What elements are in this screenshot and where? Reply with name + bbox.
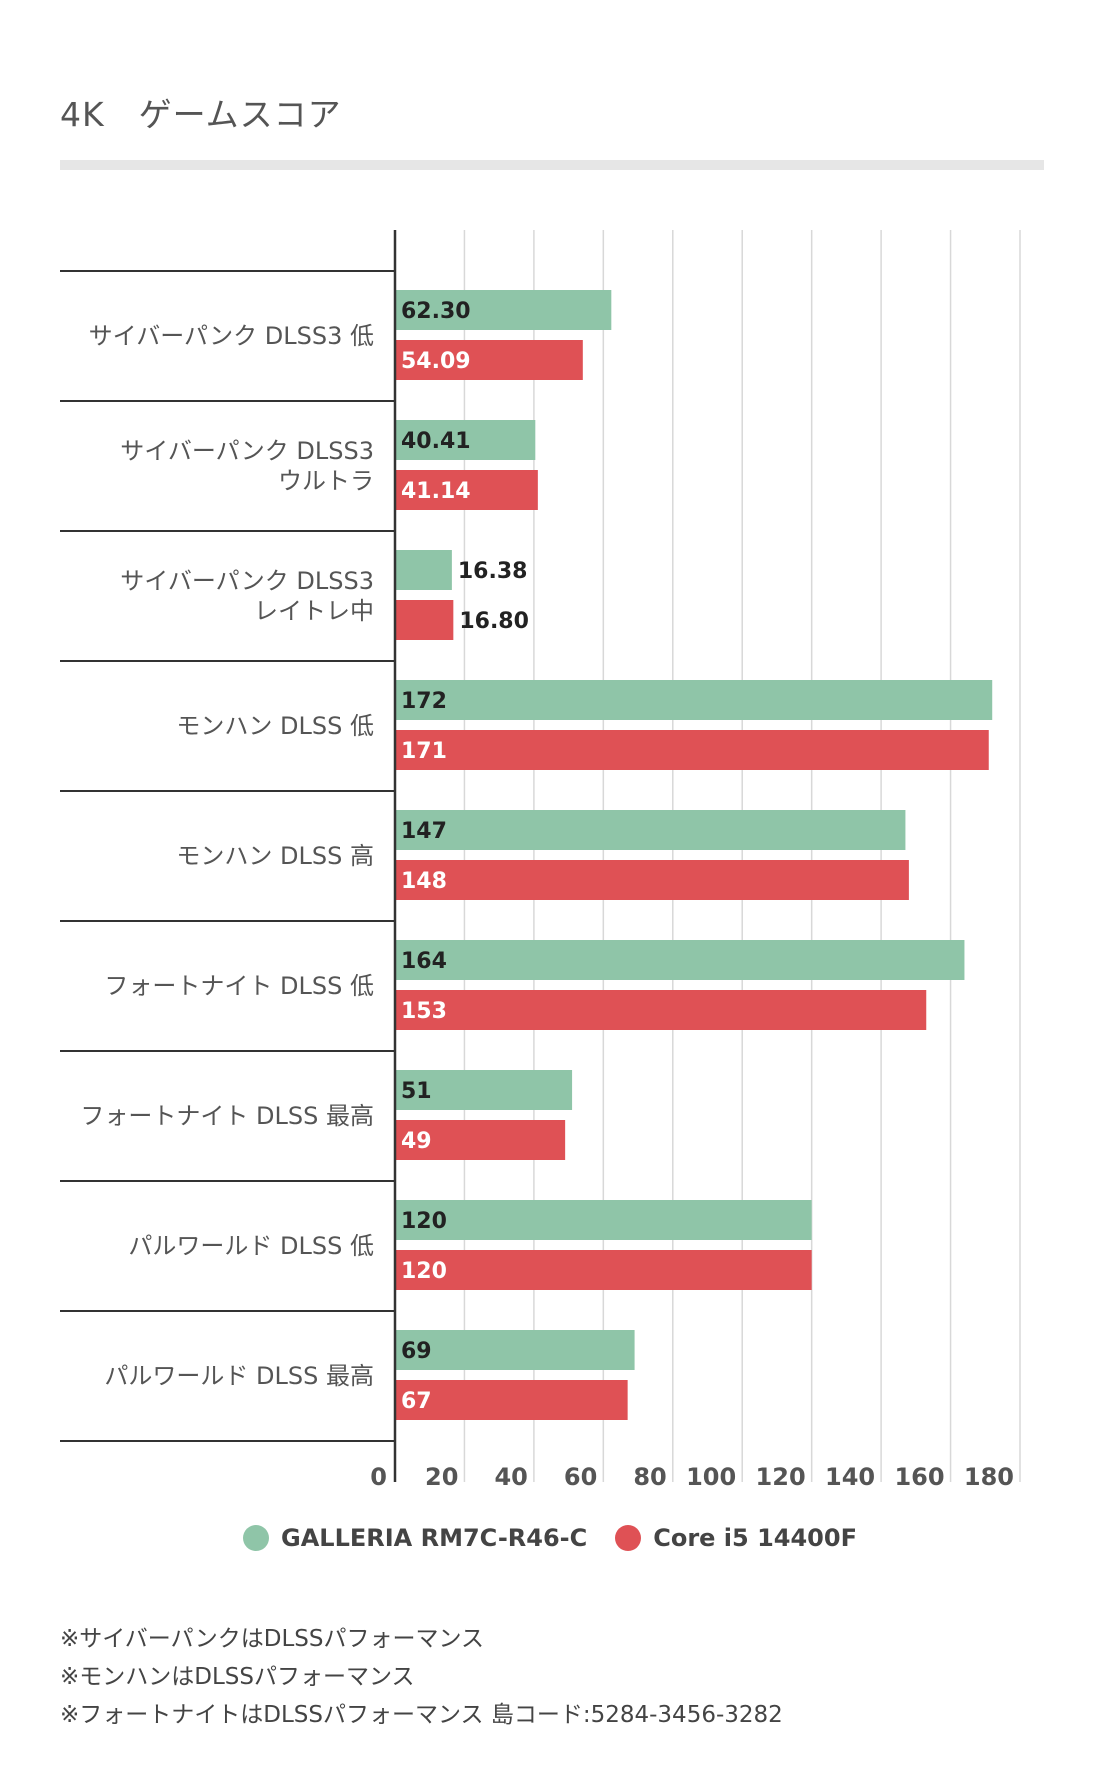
bar <box>395 810 906 850</box>
legend-item-galleria: GALLERIA RM7C-R46-C <box>243 1524 587 1552</box>
bar <box>395 680 993 720</box>
legend-label-core-i5: Core i5 14400F <box>653 1524 857 1552</box>
footnotes: ※サイバーパンクはDLSSパフォーマンス ※モンハンはDLSSパフォーマンス ※… <box>60 1620 783 1734</box>
x-tick-label: 140 <box>825 1463 875 1491</box>
category-label: フォートナイト DLSS 最高 <box>80 1102 374 1130</box>
legend-swatch-core-i5 <box>615 1525 642 1551</box>
x-tick-label: 180 <box>964 1463 1014 1491</box>
x-tick-label: 100 <box>686 1463 736 1491</box>
legend-swatch-galleria <box>243 1525 269 1551</box>
bar <box>395 1250 812 1290</box>
bar <box>395 1070 573 1110</box>
category-label: モンハン DLSS 高 <box>176 842 374 870</box>
category-label: フォートナイト DLSS 低 <box>104 972 374 1000</box>
data-label: 41.14 <box>401 479 471 504</box>
category-label: サイバーパンク DLSS3 <box>120 437 374 465</box>
legend-item-core-i5: Core i5 14400F <box>615 1524 857 1552</box>
data-label: 16.80 <box>459 609 529 634</box>
chart-title: 4K ゲームスコア <box>60 95 342 134</box>
x-tick-label: 0 <box>370 1463 387 1491</box>
legend: GALLERIA RM7C-R46-C Core i5 14400F <box>0 1524 1100 1552</box>
data-label: 40.41 <box>401 429 471 454</box>
x-tick-label: 160 <box>894 1463 944 1491</box>
x-tick-label: 120 <box>756 1463 806 1491</box>
data-label: 164 <box>401 949 447 974</box>
data-label: 147 <box>401 819 447 844</box>
data-label: 49 <box>401 1129 432 1154</box>
category-label: サイバーパンク DLSS3 低 <box>89 322 374 350</box>
data-label: 153 <box>401 999 447 1024</box>
footnote: ※フォートナイトはDLSSパフォーマンス 島コード:5284-3456-3282 <box>60 1702 783 1728</box>
data-label: 148 <box>401 869 447 894</box>
bar <box>395 940 965 980</box>
bar <box>395 1120 566 1160</box>
bar <box>395 1200 812 1240</box>
category-label: ウルトラ <box>278 467 374 495</box>
category-label: パルワールド DLSS 低 <box>128 1232 374 1260</box>
category-label: レイトレ中 <box>254 597 374 625</box>
bar <box>395 860 909 900</box>
x-tick-label: 80 <box>633 1463 666 1491</box>
category-label: モンハン DLSS 低 <box>176 712 374 740</box>
data-label: 16.38 <box>458 559 528 584</box>
x-tick-label: 20 <box>425 1463 458 1491</box>
data-label: 69 <box>401 1339 432 1364</box>
category-label: サイバーパンク DLSS3 <box>120 567 374 595</box>
bar <box>395 340 583 380</box>
title-divider <box>60 160 1044 170</box>
data-label: 120 <box>401 1259 447 1284</box>
data-label: 172 <box>401 689 447 714</box>
bar <box>395 550 452 590</box>
bar <box>395 600 454 640</box>
legend-label-galleria: GALLERIA RM7C-R46-C <box>281 1524 588 1552</box>
category-label: パルワールド DLSS 最高 <box>104 1362 374 1390</box>
data-label: 51 <box>401 1079 432 1104</box>
bar <box>395 990 927 1030</box>
bar <box>395 420 536 460</box>
data-label: 67 <box>401 1389 432 1414</box>
data-label: 62.30 <box>401 299 471 324</box>
bar <box>395 470 538 510</box>
bar <box>395 1330 635 1370</box>
bar <box>395 290 612 330</box>
data-label: 120 <box>401 1209 447 1234</box>
bar <box>395 730 989 770</box>
footnote: ※サイバーパンクはDLSSパフォーマンス <box>60 1626 484 1652</box>
data-label: 54.09 <box>401 349 471 374</box>
x-tick-label: 40 <box>494 1463 527 1491</box>
bar-chart: 62.30 40.41 16.38 172 147 164 51 120 69 54.09 41.1… <box>60 230 1021 1491</box>
x-tick-label: 60 <box>564 1463 597 1491</box>
data-label: 171 <box>401 739 447 764</box>
footnote: ※モンハンはDLSSパフォーマンス <box>60 1664 415 1690</box>
bar <box>395 1380 628 1420</box>
